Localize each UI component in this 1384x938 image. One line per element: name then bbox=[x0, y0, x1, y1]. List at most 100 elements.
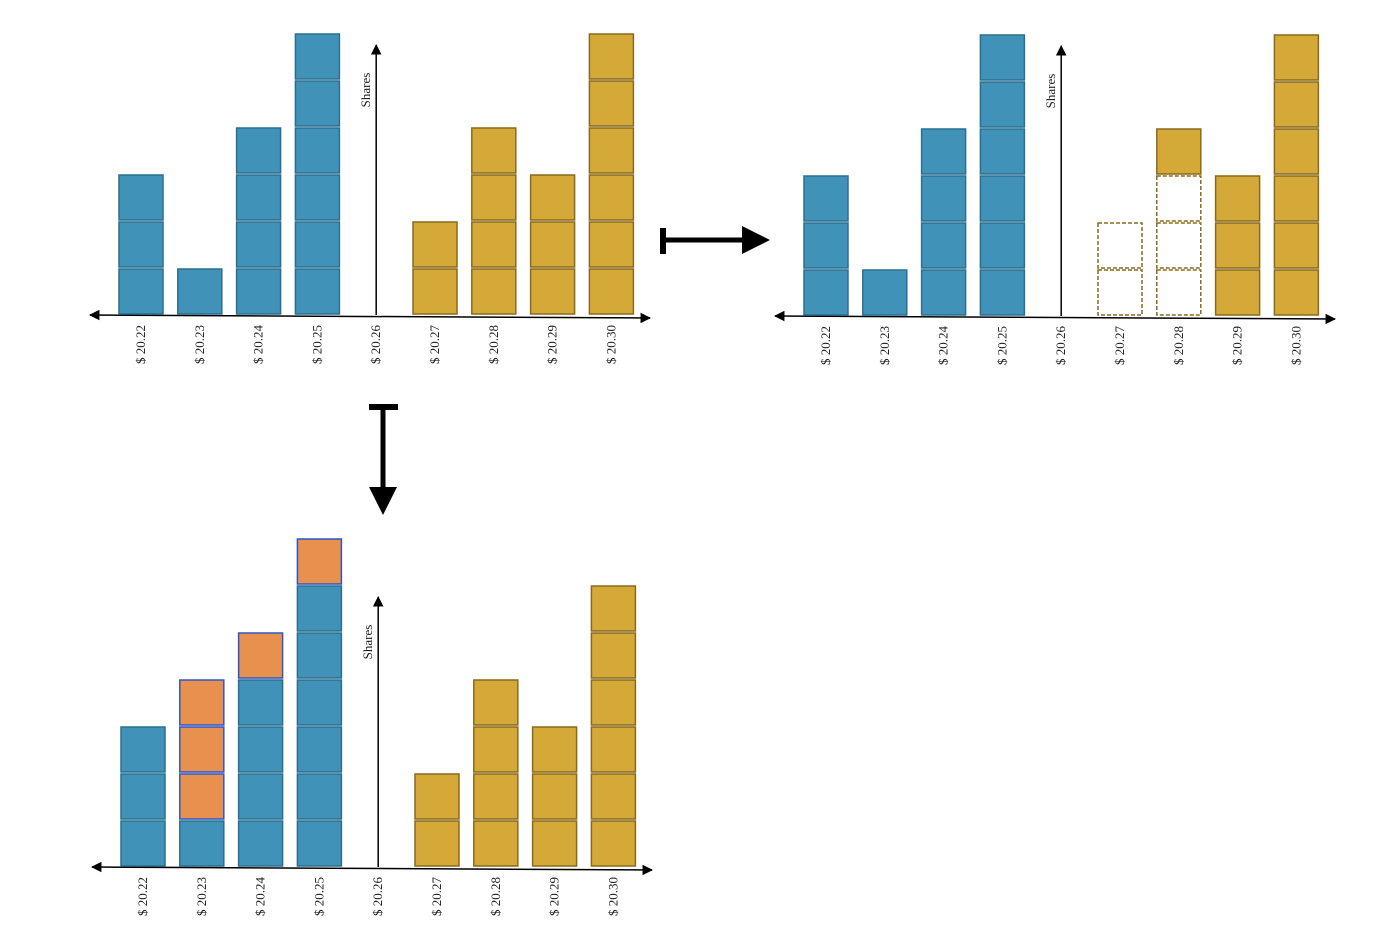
bid-share-block bbox=[120, 773, 166, 820]
price-level: $ 20.22 bbox=[120, 726, 166, 916]
ask-share-block bbox=[1214, 175, 1261, 222]
price-tick-label: $ 20.28 bbox=[1171, 326, 1186, 365]
ask-share-block bbox=[588, 127, 635, 174]
ask-share-block bbox=[529, 174, 576, 221]
price-level: $ 20.24 bbox=[235, 127, 282, 365]
price-level: $ 20.30 bbox=[1273, 34, 1320, 365]
bid-share-block bbox=[294, 127, 341, 174]
price-level: $ 20.22 bbox=[803, 175, 849, 365]
bid-share-block bbox=[803, 175, 849, 222]
bid-share-block bbox=[979, 175, 1026, 222]
price-level: $ 20.27 bbox=[1097, 222, 1143, 366]
price-level: $ 20.26 bbox=[1053, 326, 1068, 366]
ask-share-block bbox=[414, 820, 460, 867]
panel-initial-order-book: Shares $ 20.22 $ 20.23 $ 20.24 $ 20.25 $ 20.2… bbox=[88, 33, 652, 365]
shares-axis-label: Shares bbox=[358, 73, 373, 108]
bid-share-block bbox=[120, 726, 166, 773]
bid-share-block bbox=[979, 128, 1026, 175]
removed-ask-share-block bbox=[1156, 175, 1202, 222]
bid-share-block bbox=[920, 222, 967, 269]
ask-share-block bbox=[1273, 81, 1320, 128]
price-level: $ 20.26 bbox=[368, 325, 383, 365]
ask-share-block bbox=[590, 585, 637, 632]
ask-share-block bbox=[1214, 269, 1261, 316]
removed-ask-share-block bbox=[1097, 269, 1143, 316]
bid-share-block bbox=[803, 222, 849, 269]
price-tick-label: $ 20.29 bbox=[1230, 326, 1245, 365]
ask-share-block bbox=[1214, 222, 1261, 269]
bid-share-block bbox=[920, 269, 967, 316]
ask-share-block bbox=[588, 80, 635, 127]
price-tick-label: $ 20.27 bbox=[1112, 326, 1127, 366]
price-level: $ 20.28 bbox=[473, 679, 519, 916]
price-level: $ 20.30 bbox=[590, 585, 637, 916]
price-tick-label: $ 20.24 bbox=[936, 326, 951, 366]
bid-share-block bbox=[118, 174, 164, 221]
panel-after-new-bids: Shares $ 20.22 $ 20.23 $ 20.24 $ 20.25 $ 20.2… bbox=[90, 538, 654, 917]
ask-share-block bbox=[473, 726, 519, 773]
ask-share-block bbox=[531, 726, 578, 773]
bid-share-block bbox=[979, 222, 1026, 269]
ask-share-block bbox=[590, 679, 637, 726]
bid-share-block bbox=[296, 585, 343, 632]
bid-share-block bbox=[235, 174, 282, 221]
bid-share-block bbox=[177, 268, 223, 315]
price-level: $ 20.25 bbox=[979, 34, 1026, 365]
removed-ask-share-block bbox=[1097, 222, 1143, 269]
bid-share-block bbox=[235, 221, 282, 268]
shares-axis-label: Shares bbox=[1043, 74, 1058, 109]
price-tick-label: $ 20.23 bbox=[194, 877, 209, 916]
price-level: $ 20.27 bbox=[412, 221, 458, 364]
bid-share-block bbox=[803, 269, 849, 316]
new-bid-share-block bbox=[179, 773, 225, 820]
bid-share-block bbox=[118, 268, 164, 315]
ask-share-block bbox=[471, 268, 517, 315]
ask-share-block bbox=[412, 221, 458, 268]
bid-share-block bbox=[296, 726, 343, 773]
price-tick-label: $ 20.26 bbox=[370, 877, 385, 917]
price-tick-label: $ 20.27 bbox=[429, 877, 444, 917]
ask-share-block bbox=[529, 221, 576, 268]
bid-share-block bbox=[237, 773, 284, 820]
ask-share-block bbox=[531, 820, 578, 867]
price-tick-label: $ 20.30 bbox=[1288, 326, 1303, 365]
ask-share-block bbox=[588, 221, 635, 268]
ask-share-block bbox=[588, 33, 635, 80]
ask-share-block bbox=[531, 773, 578, 820]
price-level: $ 20.29 bbox=[531, 726, 578, 916]
price-level: $ 20.23 bbox=[179, 679, 225, 916]
ask-share-block bbox=[471, 127, 517, 174]
new-bid-share-block bbox=[237, 632, 284, 679]
price-tick-label: $ 20.25 bbox=[311, 877, 326, 916]
removed-ask-share-block bbox=[1156, 222, 1202, 269]
price-tick-label: $ 20.25 bbox=[994, 326, 1009, 365]
price-level: $ 20.28 bbox=[471, 127, 517, 364]
ask-share-block bbox=[1273, 175, 1320, 222]
bid-share-block bbox=[294, 174, 341, 221]
bid-share-block bbox=[979, 34, 1026, 81]
bid-share-block bbox=[862, 269, 908, 316]
price-level: $ 20.26 bbox=[370, 877, 385, 917]
price-tick-label: $ 20.23 bbox=[877, 326, 892, 365]
bid-share-block bbox=[296, 679, 343, 726]
price-axis bbox=[773, 310, 1337, 325]
transition-arrow-right bbox=[660, 226, 770, 254]
price-level: $ 20.25 bbox=[296, 538, 343, 916]
bid-share-block bbox=[294, 33, 341, 80]
ask-share-block bbox=[590, 726, 637, 773]
bid-share-block bbox=[296, 632, 343, 679]
ask-share-block bbox=[1273, 269, 1320, 316]
ask-share-block bbox=[1273, 34, 1320, 81]
price-tick-label: $ 20.24 bbox=[251, 325, 266, 365]
price-tick-label: $ 20.23 bbox=[192, 325, 207, 364]
price-level: $ 20.30 bbox=[588, 33, 635, 364]
ask-share-block bbox=[473, 679, 519, 726]
price-level: $ 20.28 bbox=[1156, 128, 1202, 365]
bid-share-block bbox=[296, 820, 343, 867]
price-level: $ 20.24 bbox=[237, 632, 284, 916]
price-level: $ 20.23 bbox=[177, 268, 223, 364]
price-tick-label: $ 20.22 bbox=[818, 326, 833, 365]
ask-share-block bbox=[1273, 128, 1320, 175]
price-axis bbox=[88, 309, 652, 324]
price-tick-label: $ 20.28 bbox=[488, 877, 503, 916]
